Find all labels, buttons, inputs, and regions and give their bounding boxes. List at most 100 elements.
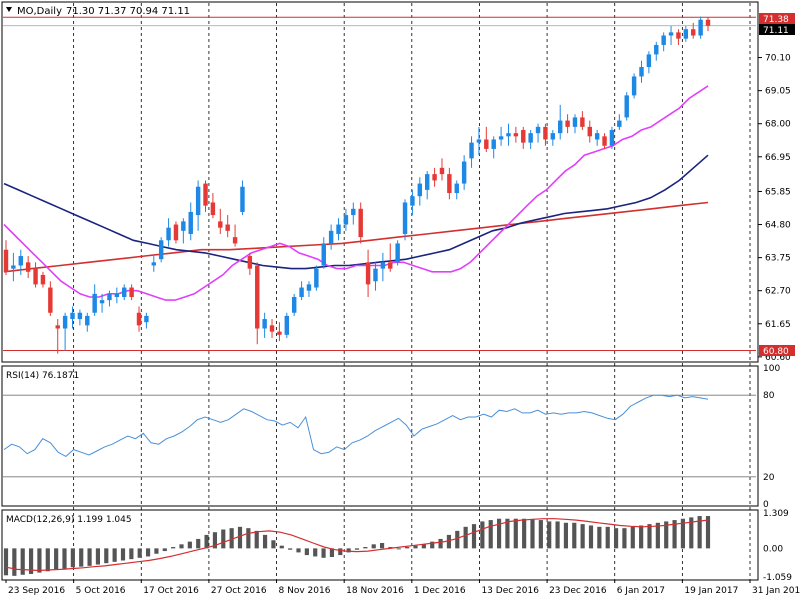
macd-histogram-bar: [513, 518, 518, 549]
macd-histogram-bar: [463, 526, 468, 549]
candle: [661, 32, 666, 52]
macd-histogram-bar: [37, 548, 42, 573]
candle-body: [417, 183, 423, 197]
macd-histogram-bar: [54, 548, 59, 570]
candle: [676, 29, 681, 45]
candle-body: [166, 227, 171, 241]
macd-histogram-bar: [438, 538, 443, 549]
macd-histogram-bar: [396, 548, 401, 550]
candle-body: [92, 293, 97, 313]
candle: [484, 126, 489, 153]
candle: [62, 312, 68, 351]
candle-body: [580, 117, 585, 127]
macd-histogram-bar: [689, 517, 694, 549]
macd-histogram-bar: [405, 547, 410, 549]
candle: [203, 180, 208, 212]
time-label: 23 Sep 2016: [8, 586, 65, 596]
macd-histogram-bar: [580, 524, 585, 549]
macd-histogram-bar: [262, 534, 268, 549]
lower-line-tag-bg: [759, 345, 795, 356]
candle-body: [306, 284, 312, 291]
candle-body: [77, 312, 83, 320]
rsi-tick-label: 80: [763, 391, 775, 401]
candle-body: [277, 331, 282, 335]
candle-body: [395, 243, 400, 263]
candle: [543, 123, 548, 146]
candle: [3, 240, 9, 275]
candle-body: [365, 262, 371, 285]
candle-body: [284, 315, 290, 335]
macd-histogram-bar: [346, 548, 351, 553]
candle-body: [62, 315, 68, 329]
candle: [602, 133, 607, 149]
candle-body: [550, 133, 556, 140]
macd-histogram-bar: [212, 532, 218, 549]
candle: [240, 180, 245, 216]
candle: [521, 126, 526, 149]
macd-histogram-bar: [555, 521, 560, 549]
price-tick-label: 64.80: [765, 221, 791, 231]
macd-histogram-bar: [45, 548, 50, 572]
candle-body: [476, 139, 482, 143]
upper-line-tag-bg: [759, 13, 795, 24]
bid-tag-bg: [759, 24, 795, 35]
macd-histogram-bar: [613, 528, 619, 549]
time-label: 31 Jan 2017: [752, 586, 800, 596]
rsi-panel-frame: [1, 365, 759, 507]
candle-body: [668, 32, 674, 36]
macd-histogram-bar: [145, 548, 151, 557]
macd-histogram-bar: [371, 544, 376, 549]
rsi-line-group: [3, 394, 756, 478]
candle-body: [144, 315, 149, 323]
candle: [144, 312, 149, 329]
macd-histogram-bar: [388, 547, 393, 549]
candle-body: [247, 256, 253, 269]
macd-histogram-bar: [62, 548, 67, 569]
candle-body: [698, 19, 703, 36]
candle: [491, 136, 496, 159]
candle-body: [572, 117, 578, 127]
candle-body: [85, 315, 90, 326]
candle: [277, 322, 282, 342]
candle: [158, 237, 164, 263]
rsi-line: [3, 394, 709, 458]
macd-histogram-bar: [572, 522, 577, 549]
macd-histogram-bar: [20, 548, 25, 575]
macd-histogram-bar: [488, 520, 493, 549]
candle: [210, 193, 216, 219]
candle: [624, 92, 629, 121]
candle: [40, 271, 46, 288]
ma-slow-line: [3, 201, 709, 273]
candle-body: [498, 136, 504, 140]
macd-histogram-bar: [538, 520, 543, 549]
macd-histogram-bar: [647, 524, 652, 549]
triangle-down-icon[interactable]: [6, 7, 12, 12]
price-horizontal-lines: [3, 16, 756, 352]
macd-histogram-bar: [680, 518, 686, 549]
candle-body: [11, 265, 16, 269]
candle: [380, 252, 386, 282]
candle: [129, 284, 134, 301]
macd-histogram-bar: [120, 548, 126, 561]
candle-body: [358, 208, 363, 238]
macd-histogram-bar: [379, 542, 385, 549]
macd-histogram-bar: [187, 541, 192, 549]
candle-body: [136, 312, 142, 326]
candle: [107, 290, 112, 307]
candle-body: [617, 120, 622, 127]
candle: [122, 284, 127, 301]
candle-body: [454, 183, 459, 194]
macd-group: [3, 516, 711, 576]
price-tick-label: 60.60: [765, 353, 791, 363]
candle: [255, 262, 260, 345]
candle-body: [506, 133, 511, 137]
macd-histogram-bar: [79, 548, 84, 567]
candle-body: [402, 202, 408, 234]
macd-title: MACD(12,26,9) 1.199 1.045: [6, 515, 132, 525]
rsi-title: RSI(14) 76.1871: [6, 371, 79, 381]
candle-body: [33, 268, 38, 285]
candle-body: [609, 130, 615, 146]
candle-body: [705, 19, 711, 26]
price-tick-label: 63.75: [765, 254, 791, 264]
